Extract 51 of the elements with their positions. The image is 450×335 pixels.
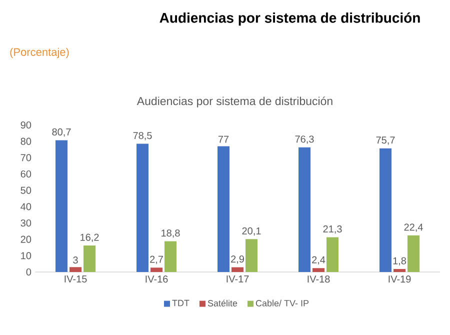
y-tick-label: 30 (20, 219, 32, 227)
data-label: 1,8 (393, 257, 406, 266)
data-label: 20,1 (242, 227, 261, 236)
data-label: 16,2 (80, 234, 99, 242)
data-label: 76,3 (295, 136, 314, 144)
bar (150, 268, 162, 272)
y-tick-label: 60 (20, 170, 32, 178)
bar (312, 268, 325, 272)
bar (408, 235, 420, 272)
data-label: 80,7 (52, 128, 71, 137)
x-tick-label: IV-19 (388, 276, 411, 283)
data-label: 2,7 (150, 256, 163, 264)
x-tick-label: IV-16 (146, 276, 168, 283)
y-tick-label: 90 (20, 121, 32, 129)
text: Audiencias por sistema de distribución (136, 96, 332, 108)
bar (232, 267, 244, 272)
y-tick-label: 50 (20, 186, 32, 194)
legend-label: Cable/ TV- IP (256, 300, 309, 306)
legend-label: Satélite (208, 300, 238, 306)
y-tick-label: 20 (20, 236, 32, 243)
y-tick-label: 40 (20, 203, 32, 210)
y-tick-label: 80 (20, 138, 32, 145)
data-label: 78,5 (133, 132, 152, 140)
bar (394, 269, 406, 272)
x-tick-label: IV-17 (226, 276, 249, 282)
y-tick-label: 70 (20, 154, 32, 162)
data-label: 2,4 (312, 256, 326, 265)
bar (298, 147, 311, 272)
x-tick-label: IV-18 (308, 276, 330, 283)
data-label: 2,9 (231, 255, 244, 264)
data-label: 22,4 (404, 224, 423, 232)
bar (136, 144, 148, 272)
data-label: 3 (73, 256, 78, 264)
data-label: 75,7 (376, 136, 395, 145)
bar (56, 140, 68, 272)
data-label: 77 (218, 136, 229, 143)
chart-subtitle: (Porcentaje) (10, 48, 69, 58)
data-label: 18,8 (162, 230, 180, 238)
bar (218, 146, 230, 272)
bar (164, 241, 177, 272)
chart-title: Audiencias por sistema de distribución (160, 12, 420, 26)
x-tick-label: IV-15 (64, 276, 87, 283)
legend-label: TDT (172, 300, 190, 306)
bar (326, 237, 338, 272)
bar (70, 267, 82, 272)
bar (84, 246, 96, 272)
y-tick-label: 10 (21, 252, 32, 260)
bar (380, 148, 392, 272)
bar (246, 239, 258, 272)
data-label: 21,3 (323, 225, 342, 234)
y-tick-label: 0 (26, 268, 32, 276)
